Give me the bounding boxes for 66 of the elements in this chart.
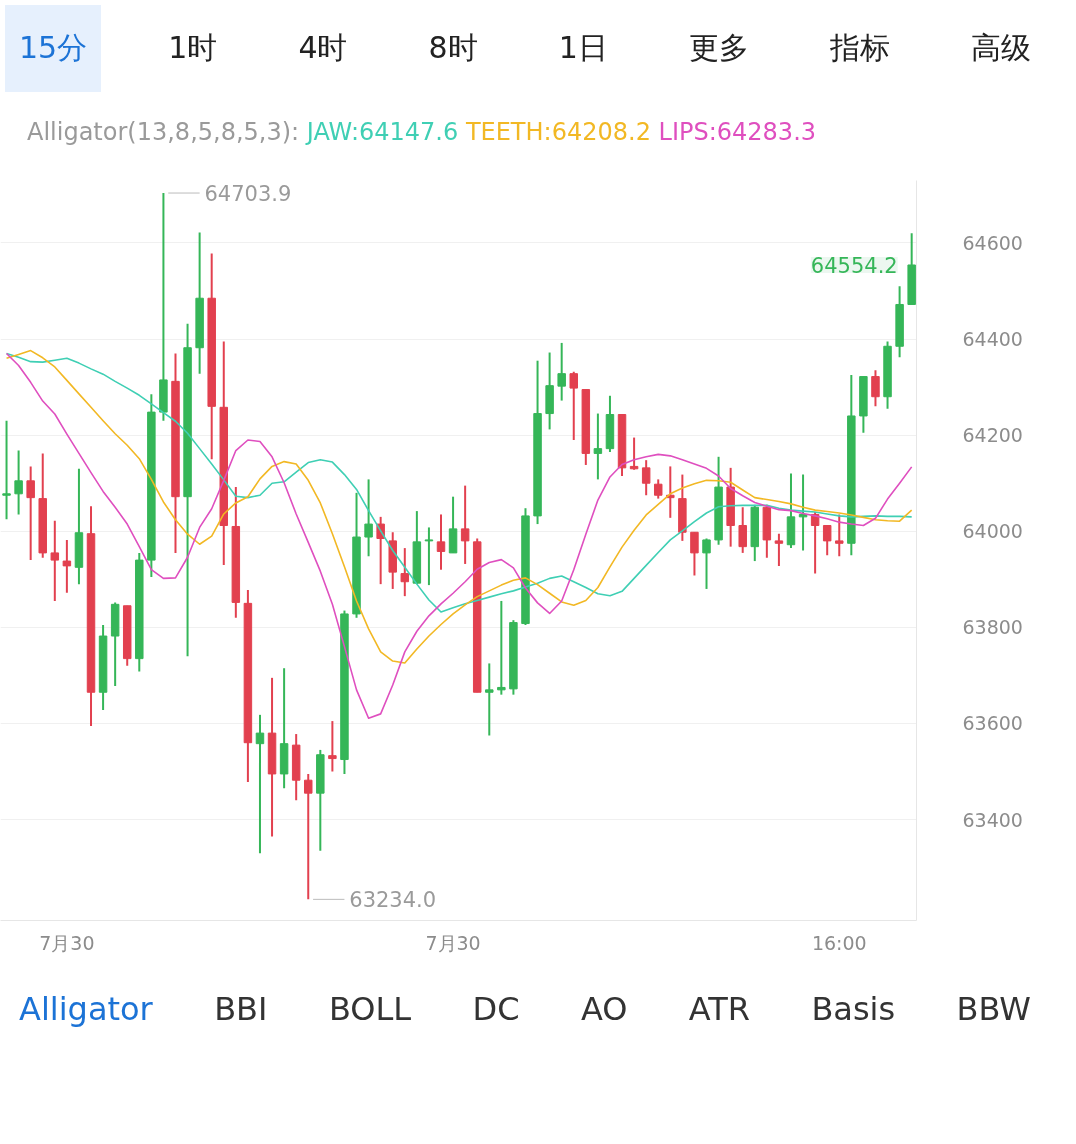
line-series bbox=[5, 352, 913, 719]
y-tick-label: 63800 bbox=[962, 616, 1023, 639]
x-tick-label: 7月30 bbox=[425, 931, 481, 954]
text: Alligator bbox=[18, 989, 154, 1030]
candlestick bbox=[702, 537, 711, 590]
y-tick-label: 64400 bbox=[962, 328, 1023, 351]
text: 15分 bbox=[5, 5, 102, 92]
candlestick bbox=[255, 713, 265, 855]
annotation: 64703.9 bbox=[204, 182, 292, 207]
candlestick bbox=[14, 449, 23, 516]
candlestick bbox=[774, 532, 784, 567]
candlestick bbox=[50, 519, 60, 602]
text: ATR bbox=[687, 989, 751, 1030]
candlestick bbox=[304, 772, 313, 901]
candlestick bbox=[641, 459, 651, 497]
candlestick bbox=[26, 465, 35, 562]
candlestick bbox=[460, 484, 470, 565]
candlestick bbox=[497, 599, 506, 696]
candlestick bbox=[62, 538, 72, 594]
text: 8时 bbox=[427, 29, 479, 67]
candlestick bbox=[690, 531, 699, 577]
text: 1日 bbox=[557, 29, 609, 67]
candlestick bbox=[328, 720, 337, 773]
candlestick bbox=[557, 341, 566, 402]
text: JAW:64147.6 bbox=[306, 118, 459, 146]
y-tick-label: 63400 bbox=[962, 808, 1023, 831]
candlestick bbox=[593, 412, 603, 481]
candlestick bbox=[436, 513, 446, 571]
candlestick bbox=[376, 515, 385, 586]
y-tick-label: 64000 bbox=[962, 520, 1023, 543]
text: BOLL bbox=[327, 989, 413, 1030]
text: 4时 bbox=[297, 29, 349, 67]
line-series bbox=[5, 349, 913, 664]
candlestick bbox=[485, 662, 494, 737]
candlestick bbox=[653, 478, 663, 500]
candlestick bbox=[569, 370, 578, 441]
candlestick bbox=[835, 513, 844, 558]
candlestick bbox=[2, 419, 11, 521]
text: 指标 bbox=[828, 29, 891, 67]
candlestick bbox=[810, 511, 820, 575]
y-tick-label: 63600 bbox=[962, 712, 1023, 735]
y-tick-label: 64600 bbox=[962, 231, 1023, 254]
text: BBI bbox=[213, 989, 269, 1030]
text: 更多 bbox=[687, 29, 750, 67]
text: TEETH:64208.2 bbox=[465, 118, 651, 146]
candlestick bbox=[822, 524, 832, 557]
candlestick bbox=[798, 473, 808, 552]
text: DC bbox=[471, 989, 521, 1030]
annotation: 64554.2 bbox=[810, 253, 898, 278]
candlestick bbox=[400, 547, 410, 598]
legend-title: Alligator(13,8,5,8,5,3): bbox=[27, 118, 300, 146]
text: BBW bbox=[955, 989, 1032, 1030]
x-tick-label: 16:00 bbox=[811, 931, 867, 954]
line-series bbox=[5, 352, 913, 613]
candlestick bbox=[364, 478, 373, 558]
y-tick-label: 64200 bbox=[962, 424, 1023, 447]
candlestick bbox=[871, 369, 880, 408]
text: AO bbox=[579, 989, 629, 1030]
candlestick bbox=[738, 506, 747, 554]
annotation: 63234.0 bbox=[349, 888, 437, 913]
candlestick bbox=[424, 526, 434, 587]
x-tick-label: 7月30 bbox=[39, 931, 95, 954]
text: LIPS:64283.3 bbox=[658, 118, 817, 146]
text: 1时 bbox=[167, 29, 219, 67]
text: Basis bbox=[810, 989, 897, 1030]
text: 高级 bbox=[970, 29, 1032, 67]
